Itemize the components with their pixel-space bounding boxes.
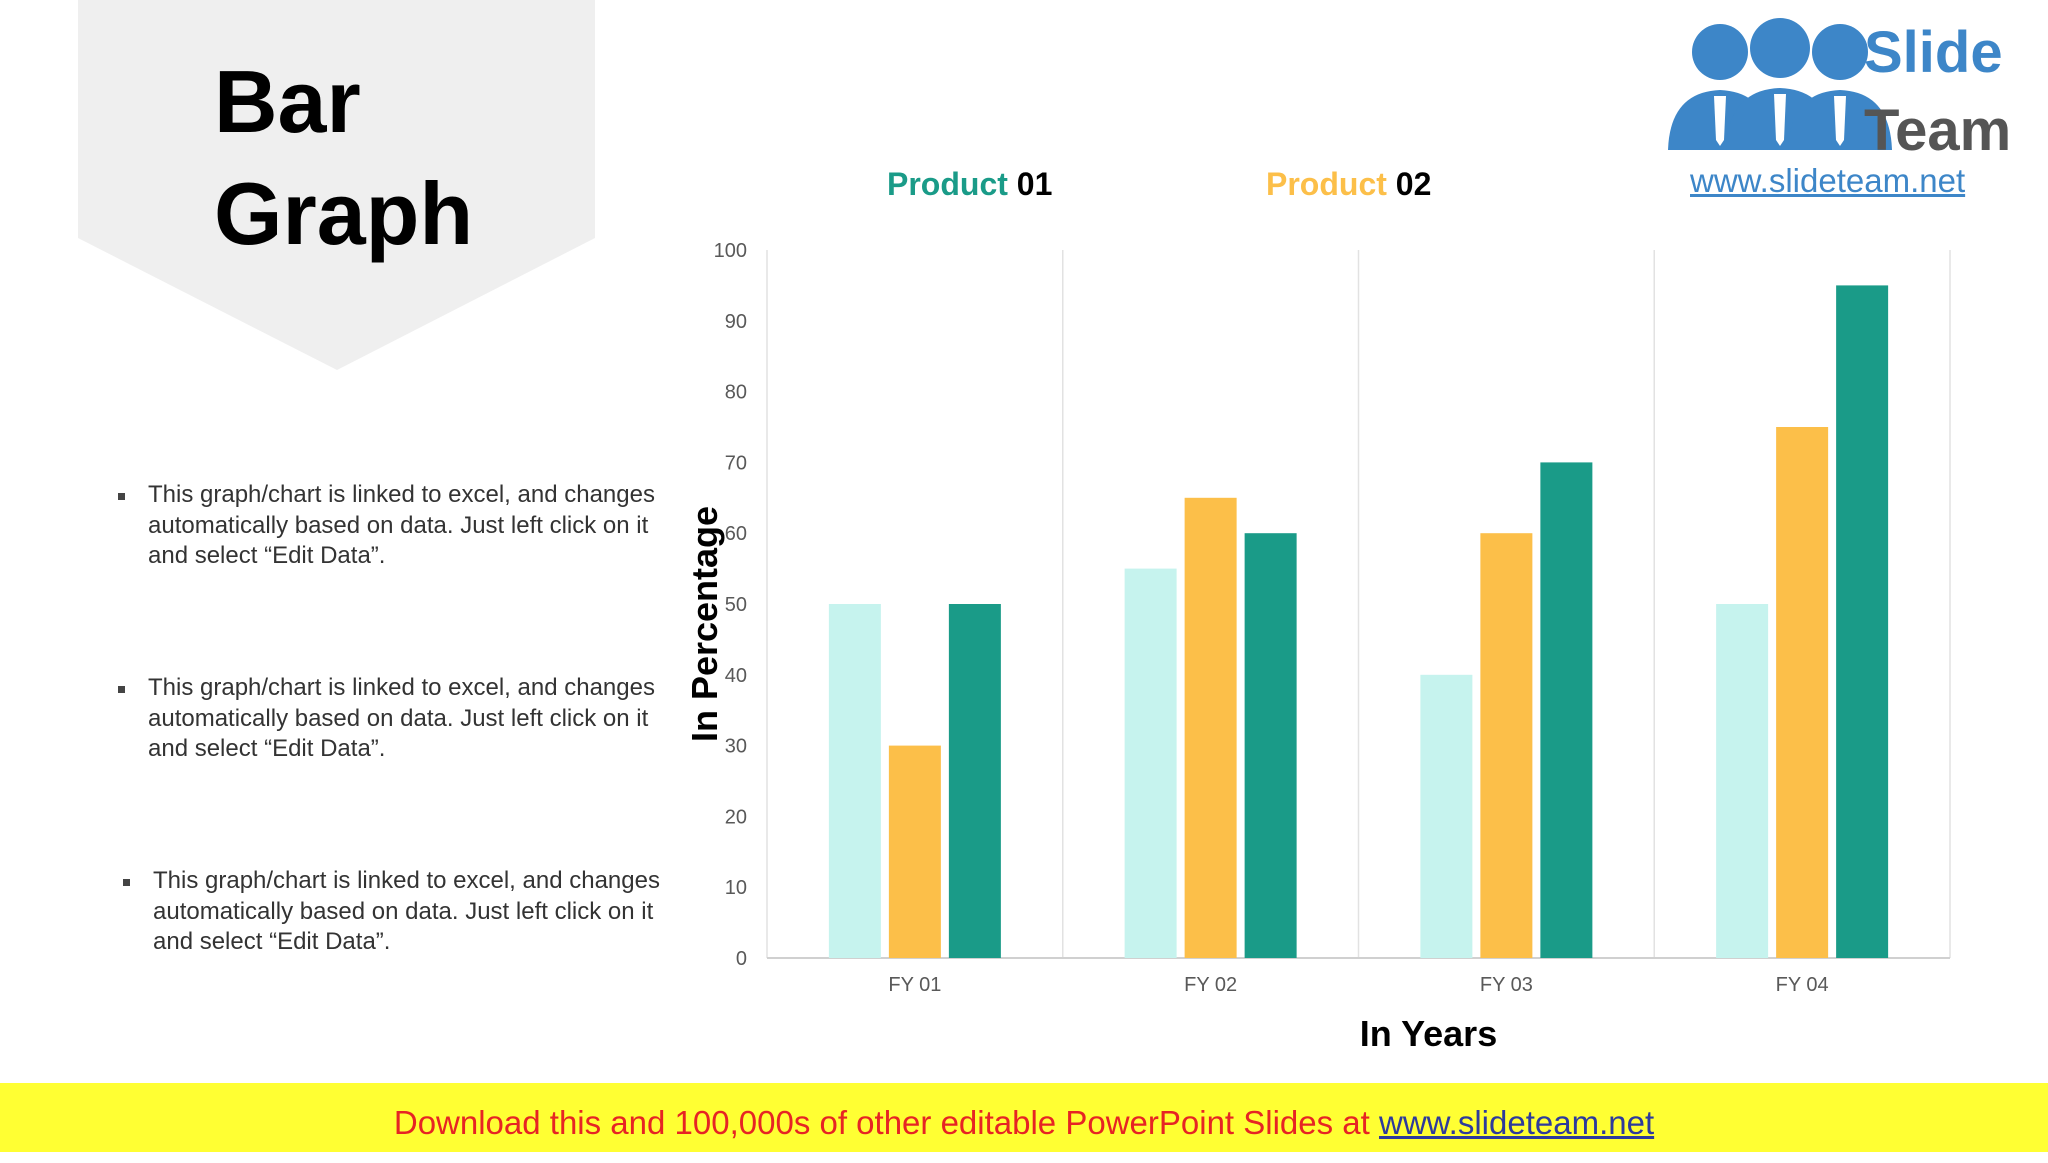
bar [948, 604, 1001, 958]
x-tick-label: FY 02 [1184, 974, 1237, 996]
legend-label: Product 02 [1266, 166, 1431, 202]
x-tick-label: FY 03 [1480, 974, 1533, 996]
x-axis-title: In Years [1360, 1013, 1497, 1054]
y-tick-label: 60 [725, 523, 747, 545]
y-tick-label: 90 [725, 311, 747, 333]
x-tick-label: FY 04 [1776, 974, 1829, 996]
footer-banner: Download this and 100,000s of other edit… [0, 1083, 2048, 1152]
page-title-line2: Graph [214, 164, 474, 263]
y-tick-label: 100 [714, 240, 747, 262]
y-tick-label: 40 [725, 665, 747, 687]
bar [1776, 427, 1829, 958]
bar [1244, 533, 1297, 958]
bullet-item: This graph/chart is linked to excel, and… [116, 673, 688, 765]
footer-text: Download this and 100,000s of other edit… [393, 1104, 1370, 1141]
y-tick-label: 80 [725, 382, 747, 404]
slideteam-logo[interactable]: Slide Team [1640, 0, 2048, 200]
bullet-text: This graph/chart is linked to excel, and… [148, 481, 655, 569]
bullet-icon [118, 686, 125, 693]
bar [828, 604, 881, 958]
bullet-item: This graph/chart is linked to excel, and… [121, 866, 693, 958]
bar [1124, 568, 1177, 958]
logo-brand-line2: Team [1864, 98, 2011, 163]
bar [1184, 497, 1237, 958]
y-tick-label: 20 [725, 806, 747, 828]
bullet-text: This graph/chart is linked to excel, and… [153, 867, 660, 955]
bar [1716, 604, 1769, 958]
page-title: Bar Graph [214, 46, 473, 270]
bullet-icon [118, 493, 125, 500]
title-banner [78, 0, 595, 370]
y-tick-label: 0 [736, 948, 747, 970]
bar [1480, 533, 1533, 958]
bar [1420, 674, 1473, 958]
bar [1540, 462, 1593, 958]
y-axis-title: In Percentage [684, 506, 725, 742]
footer-link[interactable]: www.slideteam.net [1379, 1104, 1655, 1141]
page-title-line1: Bar [214, 52, 361, 151]
legend-label: Product 01 [887, 166, 1052, 202]
logo-brand-line1: Slide [1864, 20, 2003, 85]
bar-chart: 0 10 20 30 40 50 60 70 80 90 100 FY 01 FY 02 FY 03 FY … [684, 166, 1951, 1054]
people-group-icon [1668, 18, 1892, 150]
y-tick-label: 30 [725, 736, 747, 758]
y-tick-label: 50 [725, 594, 747, 616]
y-tick-label: 70 [725, 452, 747, 474]
bullet-icon [123, 879, 130, 886]
y-tick-label: 10 [725, 877, 747, 899]
bar [1836, 285, 1889, 958]
logo-url-link[interactable]: www.slideteam.net [1690, 162, 1966, 199]
x-tick-label: FY 01 [888, 974, 941, 996]
bullet-item: This graph/chart is linked to excel, and… [116, 480, 688, 572]
bar [888, 745, 941, 958]
bullet-text: This graph/chart is linked to excel, and… [148, 674, 655, 762]
